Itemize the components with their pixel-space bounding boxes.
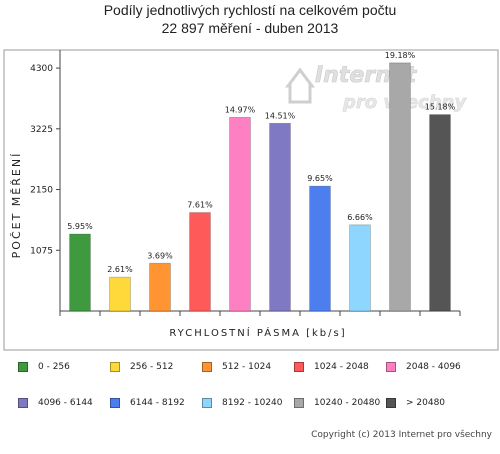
y-tick-label: 3225	[30, 125, 53, 135]
legend-swatch	[294, 362, 304, 372]
legend-swatch	[202, 362, 212, 372]
legend-row: 4096 - 6144 6144 - 8192 8192 - 10240 10240 …	[18, 398, 498, 434]
legend-item: 256 - 512	[110, 362, 202, 372]
chart-subtitle: 22 897 měření - duben 2013	[162, 20, 339, 36]
bar	[269, 122, 291, 312]
legend-item: 10240 - 20480	[294, 398, 386, 408]
legend-label: > 20480	[406, 398, 446, 408]
bar	[229, 116, 251, 312]
bar	[189, 212, 211, 312]
bar-data-label: 6.66%	[347, 213, 373, 222]
legend-item: 8192 - 10240	[202, 398, 294, 408]
legend-label: 512 - 1024	[222, 362, 272, 372]
x-axis-title: RYCHLOSTNÍ PÁSMA [kb/s]	[169, 326, 346, 339]
bar	[69, 233, 91, 312]
bar-data-label: 2.61%	[107, 265, 133, 274]
legend-item: 6144 - 8192	[110, 398, 202, 408]
bar-data-label: 15.18%	[425, 103, 456, 112]
bar-data-label: 3.69%	[147, 251, 173, 260]
bar	[389, 62, 411, 312]
legend-swatch	[386, 362, 396, 372]
bar-data-label: 14.97%	[225, 105, 256, 114]
legend-item: 4096 - 6144	[18, 398, 110, 408]
legend-label: 8192 - 10240	[222, 398, 283, 408]
legend-label: 6144 - 8192	[130, 398, 185, 408]
legend-swatch	[18, 398, 28, 408]
legend-item: 2048 - 4096	[386, 362, 478, 372]
plot-area: 1075 2150 3225 4300 5.95% 2.61% 3.69% 7.61% 14.9…	[30, 50, 461, 316]
y-tick-label: 1075	[30, 246, 53, 256]
legend-item: > 20480	[386, 398, 478, 408]
legend: 0 - 256 256 - 512 512 - 1024 1024 - 2048 204…	[18, 362, 498, 434]
y-tick-label: 2150	[30, 186, 53, 196]
legend-label: 2048 - 4096	[406, 362, 461, 372]
legend-label: 10240 - 20480	[314, 398, 381, 408]
bar	[149, 262, 171, 312]
y-axis-title: POČET MĚŘENÍ	[10, 152, 23, 259]
legend-item: 512 - 1024	[202, 362, 294, 372]
house-icon	[285, 67, 315, 104]
legend-row: 0 - 256 256 - 512 512 - 1024 1024 - 2048 204…	[18, 362, 498, 398]
chart-title: Podíly jednotlivých rychlostí na celkové…	[104, 2, 397, 18]
bar-data-label: 7.61%	[187, 201, 213, 210]
legend-item: 0 - 256	[18, 362, 110, 372]
bar	[309, 185, 331, 312]
legend-swatch	[386, 398, 396, 408]
copyright-text: Copyright (c) 2013 Internet pro všechny	[311, 430, 492, 440]
legend-label: 1024 - 2048	[314, 362, 369, 372]
legend-swatch	[110, 398, 120, 408]
bar-data-label: 9.65%	[307, 174, 333, 183]
legend-label: 256 - 512	[130, 362, 174, 372]
bar	[429, 114, 451, 312]
legend-swatch	[202, 398, 212, 408]
legend-item: 1024 - 2048	[294, 362, 386, 372]
legend-swatch	[18, 362, 28, 372]
y-tick-label: 4300	[30, 64, 53, 74]
legend-swatch	[110, 362, 120, 372]
bar-data-label: 14.51%	[265, 111, 296, 120]
bar-data-label: 19.18%	[385, 51, 416, 60]
legend-label: 0 - 256	[38, 362, 70, 372]
bar	[109, 276, 131, 312]
bar	[349, 224, 371, 312]
legend-swatch	[294, 398, 304, 408]
legend-label: 4096 - 6144	[38, 398, 93, 408]
bar-data-label: 5.95%	[67, 222, 93, 231]
chart-frame	[3, 49, 499, 351]
